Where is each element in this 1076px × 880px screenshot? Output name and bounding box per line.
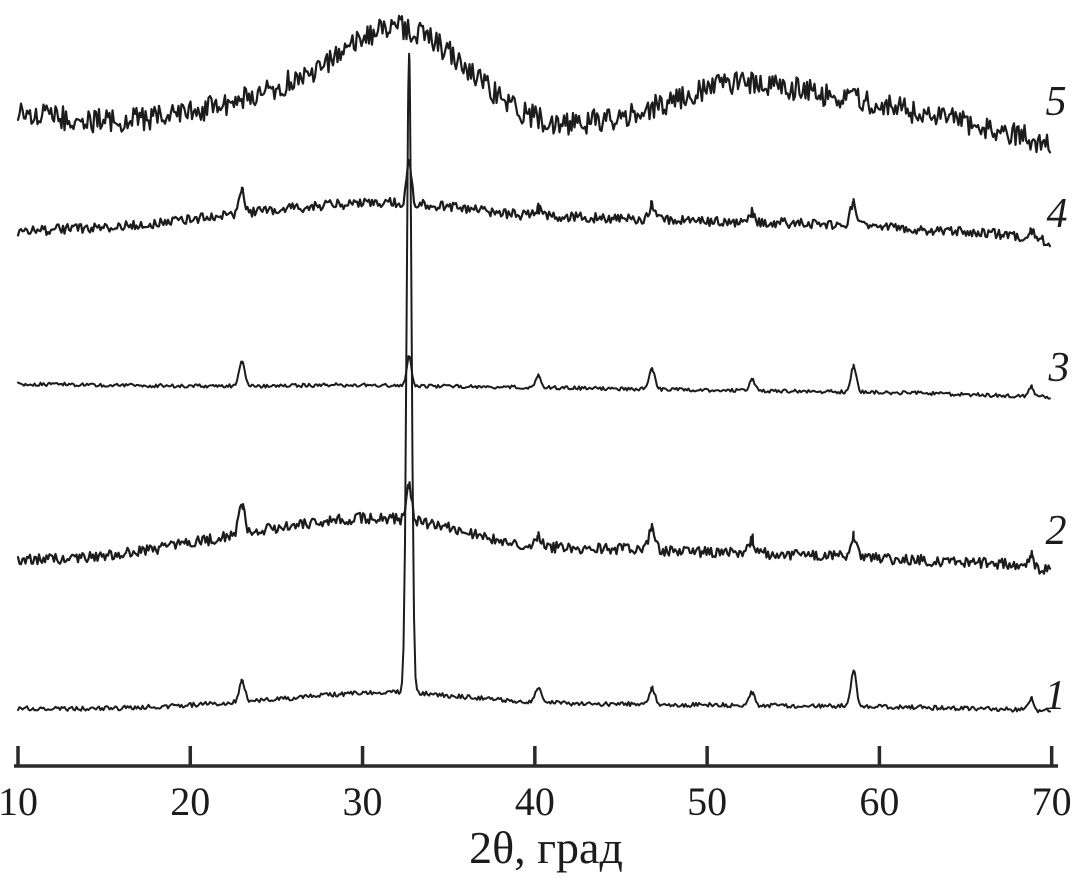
x-axis: 10 20 30 40 50 60 70 xyxy=(0,746,1072,824)
x-tick-label-30: 30 xyxy=(343,779,383,824)
curve-4 xyxy=(16,158,1052,248)
curve-label-3: 3 xyxy=(1048,345,1070,391)
x-tick-label-40: 40 xyxy=(515,779,555,824)
x-axis-title: 2θ, град xyxy=(469,822,623,873)
x-tick-label-50: 50 xyxy=(687,779,727,824)
curve-1 xyxy=(17,52,1051,714)
curve-label-5: 5 xyxy=(1046,79,1067,125)
curve-labels: 1 2 3 4 5 xyxy=(1045,79,1070,719)
plot-curves xyxy=(16,14,1052,714)
x-tick-label-70: 70 xyxy=(1032,779,1072,824)
x-tick-label-60: 60 xyxy=(859,779,899,824)
curve-3 xyxy=(17,355,1051,400)
curve-label-1: 1 xyxy=(1045,673,1066,719)
x-tick-label-20: 20 xyxy=(170,779,210,824)
curve-2 xyxy=(16,481,1052,575)
curve-5 xyxy=(16,14,1052,154)
curve-label-4: 4 xyxy=(1047,191,1068,237)
x-tick-label-10: 10 xyxy=(0,779,38,824)
curve-label-2: 2 xyxy=(1046,508,1067,554)
